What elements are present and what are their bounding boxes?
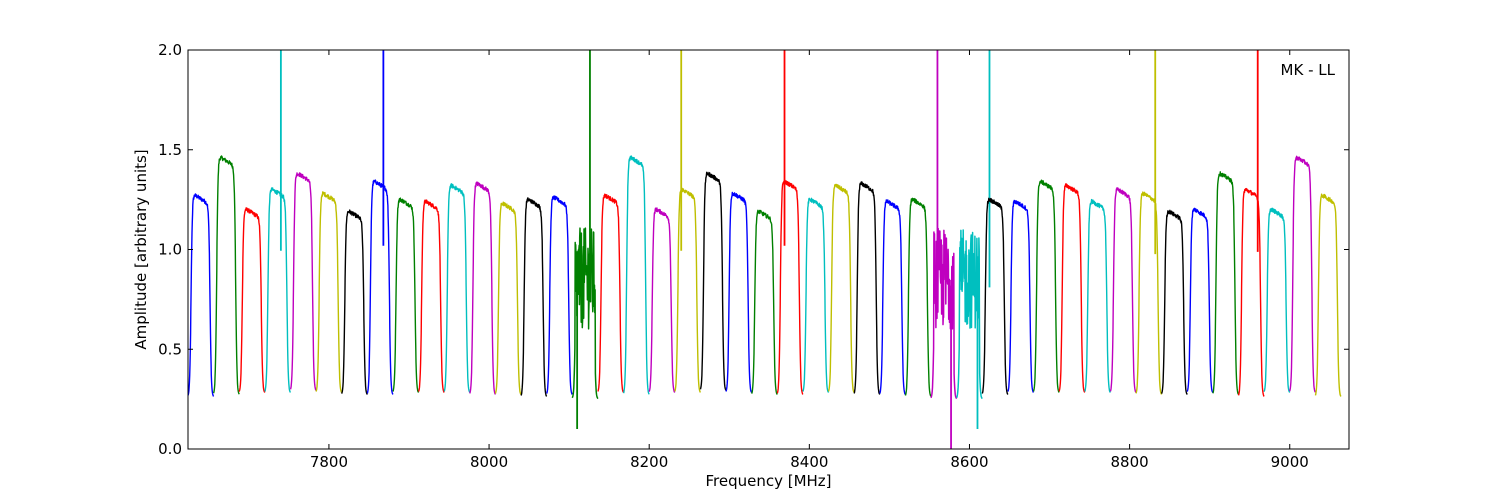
series-line-42 xyxy=(1263,207,1291,393)
series-line-29 xyxy=(930,227,958,400)
series-line-31 xyxy=(981,197,1009,395)
series-line-9 xyxy=(417,199,445,393)
series-line-37 xyxy=(1135,191,1163,395)
series-line-4 xyxy=(289,172,317,391)
x-tick-label: 7800 xyxy=(310,453,348,471)
series-line-34 xyxy=(1058,183,1086,393)
series-line-33 xyxy=(1032,179,1060,393)
x-tick-label: 8000 xyxy=(470,453,508,471)
series-line-26 xyxy=(853,181,881,395)
y-tick-label: 1.0 xyxy=(158,241,182,259)
series-line-21 xyxy=(725,191,753,393)
series-line-38 xyxy=(1160,209,1188,395)
series-line-0 xyxy=(188,193,215,397)
series-line-28 xyxy=(904,197,932,397)
series-line-1 xyxy=(212,155,240,395)
series-line-3 xyxy=(264,187,292,393)
series-line-35 xyxy=(1084,198,1111,393)
x-tick-label: 8400 xyxy=(790,453,828,471)
series-line-24 xyxy=(802,197,830,393)
series-line-2 xyxy=(238,207,266,393)
y-tick-label: 0.0 xyxy=(158,440,182,458)
y-tick-label: 0.5 xyxy=(158,340,182,358)
x-tick-label: 8800 xyxy=(1111,453,1149,471)
series-line-41 xyxy=(1237,187,1265,397)
series-line-25 xyxy=(827,183,855,393)
series-line-8 xyxy=(392,197,420,393)
ticks-layer: 7800 8000 8200 8400 8600 8800 9000 0.0 0.5 1.0 1.5… xyxy=(158,41,1349,471)
series-line-6 xyxy=(341,209,368,395)
series-line-23 xyxy=(776,179,804,395)
chart-annotation: MK - LL xyxy=(1281,61,1336,79)
series-line-13 xyxy=(520,197,548,397)
x-tick-label: 8600 xyxy=(950,453,988,471)
series-line-10 xyxy=(443,183,471,393)
series-line-43 xyxy=(1289,155,1317,393)
series-line-40 xyxy=(1212,171,1240,395)
series-line-22 xyxy=(751,209,778,395)
series-layer xyxy=(188,50,1342,449)
series-line-14 xyxy=(546,195,573,395)
series-line-36 xyxy=(1109,187,1137,393)
x-axis-label: Frequency [MHz] xyxy=(705,472,831,490)
series-line-20 xyxy=(699,171,727,391)
series-line-16 xyxy=(597,193,625,393)
series-line-12 xyxy=(494,201,522,395)
y-tick-label: 1.5 xyxy=(158,141,182,159)
series-line-39 xyxy=(1186,207,1214,393)
series-line-18 xyxy=(648,207,676,393)
series-line-7 xyxy=(366,179,394,395)
series-line-27 xyxy=(879,199,906,395)
y-tick-label: 2.0 xyxy=(158,41,182,59)
series-line-32 xyxy=(1007,199,1035,393)
x-tick-label: 8200 xyxy=(630,453,668,471)
series-line-11 xyxy=(469,181,497,395)
series-line-17 xyxy=(622,155,650,395)
series-line-19 xyxy=(674,187,702,393)
series-line-44 xyxy=(1314,193,1342,397)
series-line-30 xyxy=(955,229,983,400)
y-axis-label: Amplitude [arbitrary units] xyxy=(132,149,150,349)
series-line-5 xyxy=(315,191,343,393)
x-tick-label: 9000 xyxy=(1271,453,1309,471)
series-line-15 xyxy=(571,227,599,400)
